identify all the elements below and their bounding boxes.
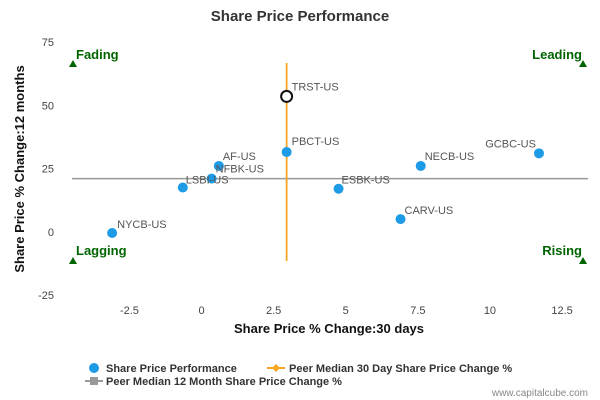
data-point	[395, 214, 406, 225]
legend-label-12m: Peer Median 12 Month Share Price Change …	[106, 376, 342, 388]
data-point	[281, 147, 292, 158]
y-tick-label: 25	[42, 164, 54, 176]
y-axis-ticks: -25 0 25 50 75	[38, 37, 54, 302]
quadrant-marker-lagging	[69, 257, 77, 264]
quadrant-label-lagging: Lagging	[76, 243, 127, 258]
legend-label-30d: Peer Median 30 Day Share Price Change %	[289, 363, 512, 375]
quadrant-label-leading: Leading	[532, 47, 582, 62]
data-point	[107, 228, 118, 239]
data-point	[213, 160, 224, 171]
y-tick-label: 50	[42, 100, 54, 112]
x-tick-label: 7.5	[410, 305, 425, 317]
data-point-label: AF-US	[223, 151, 256, 163]
x-tick-label: -2.5	[120, 305, 139, 317]
data-point	[533, 148, 544, 159]
legend-label-share-price: Share Price Performance	[106, 363, 237, 375]
quadrant-label-rising: Rising	[542, 243, 582, 258]
quadrant-marker-rising	[579, 257, 587, 264]
data-point-label: PBCT-US	[292, 136, 340, 148]
quadrant-marker-fading	[69, 60, 77, 67]
x-tick-label: 5	[343, 305, 349, 317]
data-point-highlight	[280, 89, 294, 103]
data-point-label: CARV-US	[405, 205, 454, 217]
y-tick-label: 0	[48, 227, 54, 239]
data-point	[333, 183, 344, 194]
data-point-label: NECB-US	[425, 151, 475, 163]
legend-marker-share-price	[89, 363, 99, 373]
data-point	[206, 173, 217, 184]
y-tick-label: 75	[42, 37, 54, 49]
data-point-label: GCBC-US	[485, 138, 536, 150]
data-point-label: LSBI-US	[186, 174, 229, 186]
data-point	[177, 182, 188, 193]
quadrant-label-fading: Fading	[76, 47, 119, 62]
data-point-label: NYCB-US	[117, 219, 167, 231]
data-point-label: TRST-US	[292, 81, 339, 93]
legend-marker-30d	[272, 364, 280, 372]
x-tick-label: 10	[484, 305, 496, 317]
credit-text: www.capitalcube.com	[491, 388, 588, 399]
data-point-label: NFBK-US	[216, 164, 264, 176]
data-point	[415, 160, 426, 171]
data-point-label: ESBK-US	[342, 175, 390, 187]
y-tick-label: -25	[38, 290, 54, 302]
legend: Share Price Performance Peer Median 30 Da…	[85, 363, 512, 388]
x-tick-label: 12.5	[551, 305, 572, 317]
y-axis-title: Share Price % Change:12 months	[12, 65, 27, 272]
chart-title: Share Price Performance	[211, 8, 389, 25]
quadrant-marker-leading	[579, 60, 587, 67]
x-axis-ticks: -2.5 0 2.5 5 7.5 10 12.5	[120, 305, 573, 317]
x-tick-label: 2.5	[266, 305, 281, 317]
quadrant-labels: Fading Leading Lagging Rising	[69, 47, 587, 264]
legend-marker-12m	[90, 377, 98, 385]
x-axis-title: Share Price % Change:30 days	[234, 321, 424, 336]
x-tick-label: 0	[198, 305, 204, 317]
